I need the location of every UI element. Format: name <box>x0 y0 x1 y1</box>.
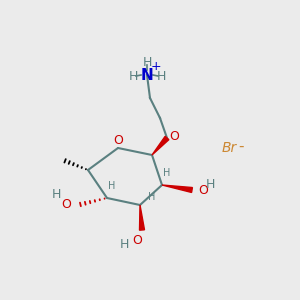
Text: O: O <box>198 184 208 196</box>
Text: H: H <box>205 178 215 190</box>
Text: H: H <box>148 192 156 202</box>
Text: N: N <box>141 68 153 82</box>
Text: Br: Br <box>222 141 237 155</box>
Text: H: H <box>156 70 166 83</box>
Text: H: H <box>163 168 171 178</box>
Text: H: H <box>108 181 116 191</box>
Text: O: O <box>61 197 71 211</box>
Text: H: H <box>128 70 138 83</box>
Text: -: - <box>238 139 244 154</box>
Text: O: O <box>132 233 142 247</box>
Text: H: H <box>119 238 129 251</box>
Text: O: O <box>169 130 179 142</box>
Text: +: + <box>151 61 161 74</box>
Polygon shape <box>152 136 169 155</box>
Text: O: O <box>113 134 123 148</box>
Text: H: H <box>142 56 152 68</box>
Polygon shape <box>162 185 192 193</box>
Polygon shape <box>140 205 145 230</box>
Text: H: H <box>51 188 61 202</box>
